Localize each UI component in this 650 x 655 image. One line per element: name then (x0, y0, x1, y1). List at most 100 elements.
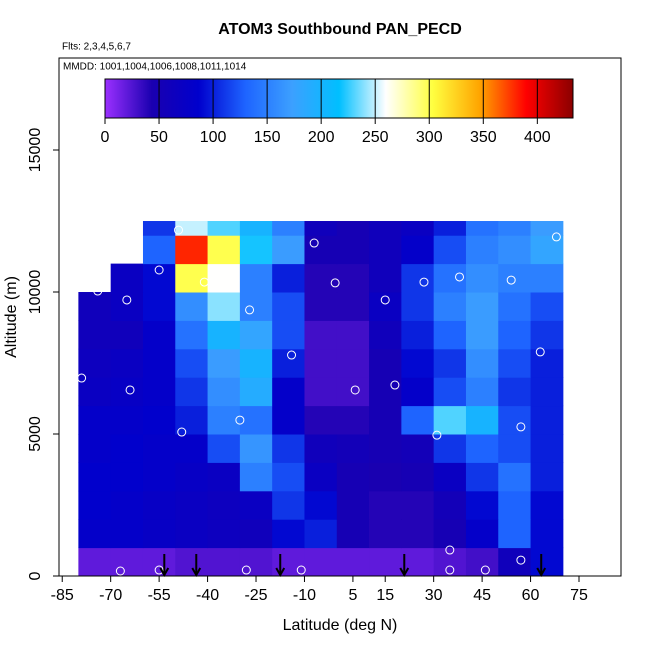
colorbar-tick-label: 0 (101, 129, 110, 146)
heatmap-cell (304, 235, 338, 265)
heatmap-cell (175, 547, 209, 577)
arrow-head (275, 567, 286, 578)
heatmap-cell (465, 519, 499, 549)
colorbar-tick-label: 50 (150, 129, 168, 146)
heatmap-cell (142, 462, 176, 492)
heatmap-cell (304, 434, 338, 463)
heatmap-cell (498, 221, 532, 236)
heatmap-cell (239, 490, 273, 520)
heatmap-cell (304, 462, 338, 492)
heatmap-cell (336, 490, 370, 520)
data-point (445, 545, 455, 555)
heatmap-cell (207, 221, 241, 236)
heatmap-cell (142, 547, 176, 577)
heatmap-cell (239, 320, 273, 350)
heatmap-cell (142, 348, 176, 378)
heatmap-cell (369, 292, 402, 321)
heatmap-cell (272, 235, 305, 265)
heatmap-cell (530, 547, 564, 577)
data-point (516, 422, 526, 432)
heatmap-cell (175, 462, 209, 492)
heatmap-cell (401, 434, 435, 463)
heatmap-cell (401, 462, 435, 492)
colorbar (104, 78, 574, 119)
heatmap-cell (498, 490, 532, 520)
arrow-head (191, 567, 202, 578)
heatmap-cell (78, 377, 112, 407)
heatmap-cell (110, 519, 144, 549)
heatmap-cell (498, 547, 532, 577)
arrow (159, 554, 170, 578)
data-point (199, 277, 209, 287)
heatmap-cell (175, 434, 209, 463)
heatmap-cell (369, 547, 402, 577)
data-point (551, 232, 561, 242)
chart-title: ATOM3 Southbound PAN_PECD (218, 21, 462, 38)
heatmap-cell (530, 377, 564, 407)
heatmap-cell (465, 462, 499, 492)
heatmap-cell (530, 519, 564, 549)
heatmap-cell (433, 348, 467, 378)
heatmap-cell (110, 547, 144, 577)
heatmap-cell (239, 348, 273, 378)
heatmap-cell (530, 221, 564, 236)
heatmap-cell (110, 405, 144, 435)
heatmap-cell (433, 235, 467, 265)
heatmap-cell (498, 405, 532, 435)
x-tick-label: -10 (293, 587, 316, 604)
heatmap-cell (272, 377, 305, 407)
heatmap-cell (401, 221, 435, 236)
data-point (445, 565, 455, 575)
heatmap-cell (369, 235, 402, 265)
heatmap-cell (175, 405, 209, 435)
arrow (399, 554, 410, 578)
x-tick-label: -40 (196, 587, 219, 604)
heatmap-cell (175, 221, 209, 236)
heatmap-cell (336, 462, 370, 492)
data-point (174, 225, 184, 235)
heatmap-cell (465, 320, 499, 350)
data-point (535, 347, 545, 357)
heatmap-cell (530, 348, 564, 378)
heatmap-cell (304, 490, 338, 520)
y-tick-label: 15000 (27, 128, 44, 173)
heatmap-cell (142, 405, 176, 435)
heatmap-cell (272, 292, 305, 321)
arrow (275, 554, 286, 578)
x-tick-label: -25 (244, 587, 267, 604)
heatmap-cell (239, 462, 273, 492)
heatmap-cell (142, 519, 176, 549)
data-point (455, 272, 465, 282)
heatmap-cell (207, 405, 241, 435)
heatmap-cell (530, 263, 564, 293)
heatmap-cell (433, 320, 467, 350)
data-point (506, 275, 516, 285)
heatmap-cell (369, 221, 402, 236)
heatmap-cell (142, 490, 176, 520)
heatmap-cell (433, 462, 467, 492)
heatmap-cell (239, 292, 273, 321)
heatmap-cell (78, 519, 112, 549)
heatmap-cell (110, 490, 144, 520)
heatmap-cell (465, 490, 499, 520)
heatmap-cell (142, 434, 176, 463)
heatmap-cell (142, 235, 176, 265)
heatmap-cell (239, 221, 273, 236)
heatmap-cell (369, 263, 402, 293)
heatmap-cell (433, 547, 467, 577)
heatmap-cell (498, 519, 532, 549)
heatmap-cell (207, 348, 241, 378)
heatmap-cell (239, 547, 273, 577)
plot-frame (58, 57, 622, 577)
heatmap-cell (530, 434, 564, 463)
data-point (115, 566, 125, 576)
data-point (296, 565, 306, 575)
heatmap-cell (175, 377, 209, 407)
heatmap-cell (465, 377, 499, 407)
data-point (480, 565, 490, 575)
colorbar-tick-label: 150 (254, 129, 281, 146)
heatmap-cell (78, 320, 112, 350)
heatmap-cell (239, 263, 273, 293)
heatmap-cell (207, 292, 241, 321)
data-point (241, 565, 251, 575)
